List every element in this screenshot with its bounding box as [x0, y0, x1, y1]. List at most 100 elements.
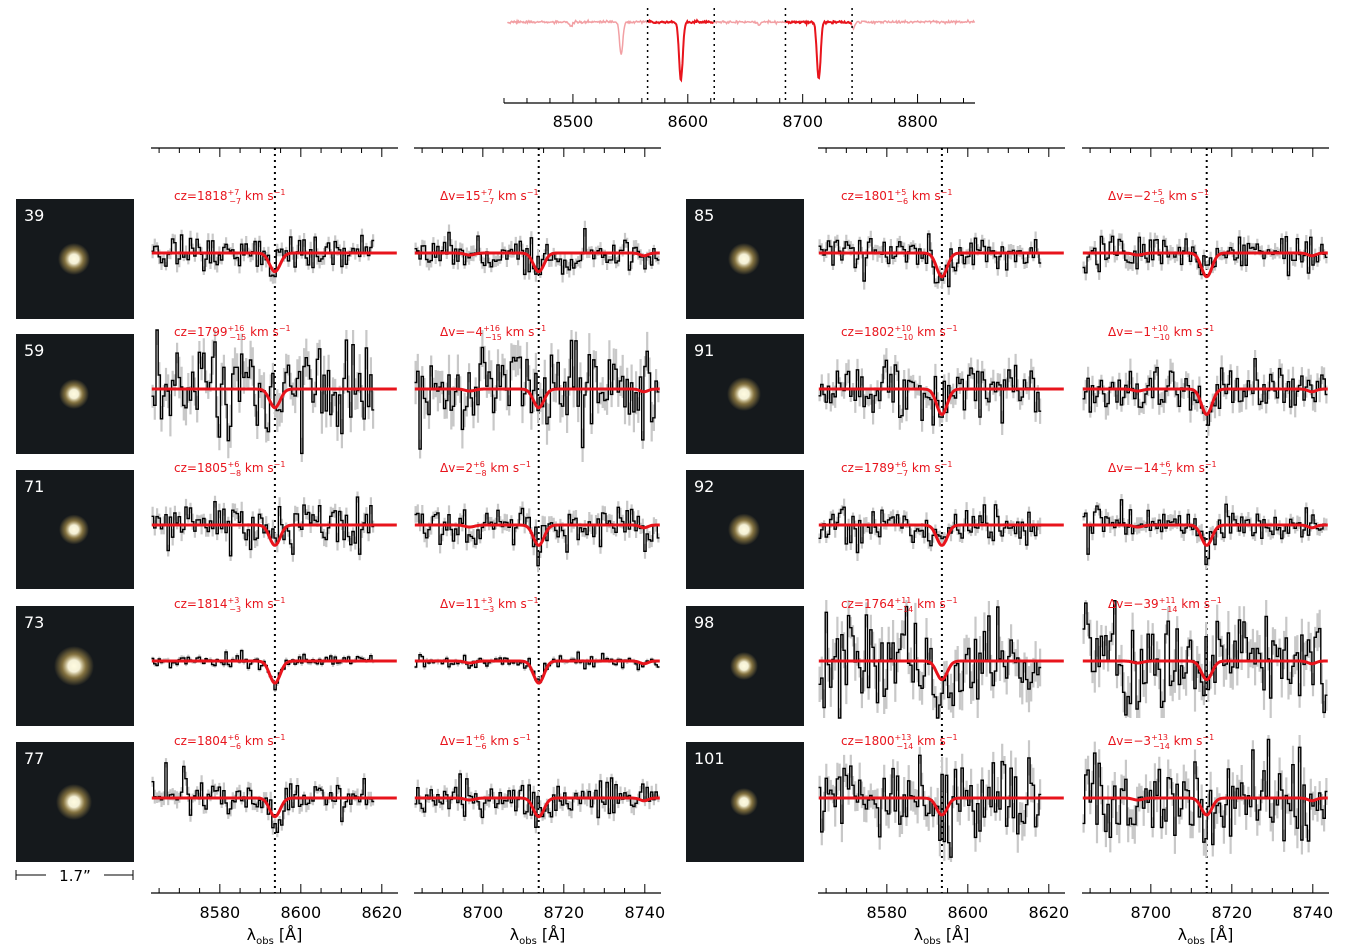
tick-label: 8600: [280, 903, 321, 922]
model-fit-line: [151, 659, 397, 685]
cz-measurement-label: cz=1801+5 −6 km s−1: [841, 188, 952, 206]
image-stamp-71: 71: [16, 470, 134, 589]
spectrum-panel-85-R2: Δv=−2+5 −6 km s−1: [1082, 188, 1328, 281]
cz-measurement-label: cz=1800+13 −14 km s−1: [841, 733, 958, 751]
tick-label: 8600: [947, 903, 988, 922]
data-spectrum-line: [151, 649, 375, 691]
cz-measurement-label: cz=1818+7 −7 km s−1: [174, 188, 285, 206]
model-fit-line: [818, 796, 1064, 817]
spectrum-panel-59-L2: Δv=−4+16 −15 km s−1: [414, 324, 660, 462]
model-fit-line: [414, 796, 660, 819]
object-id-label: 73: [24, 613, 44, 632]
galaxy-image: [730, 788, 758, 816]
velocity-offset-label: Δv=15+7 −7 km s−1: [440, 188, 539, 206]
model-fit-line: [151, 796, 397, 819]
error-bars: [818, 496, 1042, 561]
scale-bar: 1.7”: [15, 866, 134, 885]
galaxy-image: [58, 243, 90, 275]
x-axis-label: λobs [Å]: [914, 925, 970, 947]
image-stamp-101: 101: [686, 742, 804, 862]
model-fit-line: [414, 659, 660, 685]
image-stamp-39: 39: [16, 199, 134, 319]
galaxy-image: [727, 377, 761, 411]
object-id-label: 39: [24, 206, 44, 225]
object-id-label: 98: [694, 613, 714, 632]
cz-measurement-label: cz=1814+3 −3 km s−1: [174, 596, 285, 614]
galaxy-image: [59, 379, 89, 409]
model-fit-line: [1082, 251, 1328, 279]
spectral-panels: 8580 8600 8620 λobs [Å] 8700 8720 8740 λobs [Å]…: [151, 147, 1333, 947]
image-stamp-59: 59: [16, 334, 134, 454]
data-spectrum-line: [1082, 738, 1328, 846]
galaxy-image: [54, 646, 94, 686]
image-stamp-73: 73: [16, 606, 134, 726]
model-fit-line: [1082, 387, 1328, 416]
spectrum-panel-92-R1: cz=1789+6 −7 km s−1: [818, 460, 1064, 561]
velocity-offset-label: Δv=−1+10 −10 km s−1: [1108, 324, 1214, 342]
velocity-offset-label: Δv=−3+13 −14 km s−1: [1108, 733, 1214, 751]
model-fit-line: [818, 523, 1064, 547]
x-axis-label: λobs [Å]: [510, 925, 566, 947]
model-fit-line: [414, 251, 660, 274]
image-stamp-98: 98: [686, 606, 804, 726]
object-id-label: 92: [694, 477, 714, 496]
overview-tick-label: 8700: [782, 112, 823, 131]
data-spectrum-line: [151, 234, 375, 278]
x-axis-label: λobs [Å]: [1178, 925, 1234, 947]
velocity-offset-label: Δv=−2+5 −6 km s−1: [1108, 188, 1209, 206]
image-stamp-91: 91: [686, 334, 804, 454]
velocity-offset-label: Δv=−14+6 −7 km s−1: [1108, 460, 1217, 478]
spectrum-panel-71-L2: Δv=2+6 −8 km s−1: [414, 460, 660, 573]
velocity-offset-label: Δv=2+6 −8 km s−1: [440, 460, 531, 478]
tick-label: 8720: [1211, 903, 1252, 922]
data-spectrum-line: [1082, 499, 1328, 566]
column-L1: 8580 8600 8620 λobs [Å]: [151, 147, 402, 947]
cz-measurement-label: cz=1799+16 −15 km s−1: [174, 324, 291, 342]
tick-label: 8620: [361, 903, 402, 922]
model-fit-line: [414, 523, 660, 547]
model-fit-line: [151, 387, 397, 410]
overview-window-spectrum-line-2: [785, 19, 853, 80]
galaxy-image: [730, 652, 758, 680]
model-fit-line: [818, 659, 1064, 682]
tick-label: 8620: [1028, 903, 1069, 922]
error-bars: [151, 330, 375, 462]
image-stamps: 39 59 71 73 77 85 91 92 98 101: [16, 199, 804, 862]
tick-label: 8720: [543, 903, 584, 922]
spectrum-panel-98-R2: Δv=−39+11 −14 km s−1: [1082, 596, 1328, 718]
cz-measurement-label: cz=1804+6 −6 km s−1: [174, 733, 285, 751]
galaxy-image: [728, 243, 760, 275]
tick-label: 8700: [462, 903, 503, 922]
tick-label: 8580: [199, 903, 240, 922]
overview-spectrum-panel: 8500 8600 8700 8800: [503, 8, 976, 131]
spectrum-panel-85-R1: cz=1801+5 −6 km s−1: [818, 188, 1064, 295]
data-spectrum-line: [818, 233, 1042, 288]
velocity-offset-label: Δv=−4+16 −15 km s−1: [440, 324, 546, 342]
data-spectrum-line: [414, 773, 660, 828]
column-R1: 8580 8600 8620 λobs [Å]: [818, 147, 1069, 947]
data-spectrum-line: [1082, 600, 1328, 716]
spectrum-panel-92-R2: Δv=−14+6 −7 km s−1: [1082, 460, 1328, 570]
image-stamp-77: 77: [16, 742, 134, 862]
spectrum-panel-39-L2: Δv=15+7 −7 km s−1: [414, 188, 660, 283]
spectrum-panel-101-R2: Δv=−3+13 −14 km s−1: [1082, 733, 1328, 858]
spectrum-panel-39-L1: cz=1818+7 −7 km s−1: [151, 188, 397, 284]
model-fit-line: [1082, 659, 1328, 682]
model-fit-line: [151, 251, 397, 274]
tick-label: 8740: [1292, 903, 1333, 922]
model-fit-line: [414, 387, 660, 410]
data-spectrum-line: [414, 506, 660, 567]
tick-label: 8700: [1130, 903, 1171, 922]
model-fit-line: [1082, 523, 1328, 547]
object-id-label: 91: [694, 341, 714, 360]
galaxy-image: [59, 514, 89, 545]
data-spectrum-line: [818, 359, 1042, 426]
error-bars: [151, 648, 375, 692]
data-spectrum-line: [1082, 235, 1328, 277]
velocity-offset-label: Δv=11+3 −3 km s−1: [440, 596, 539, 614]
data-spectrum-line: [414, 228, 660, 276]
cz-measurement-label: cz=1789+6 −7 km s−1: [841, 460, 952, 478]
data-spectrum-line: [818, 754, 1042, 858]
data-spectrum-line: [414, 339, 660, 450]
